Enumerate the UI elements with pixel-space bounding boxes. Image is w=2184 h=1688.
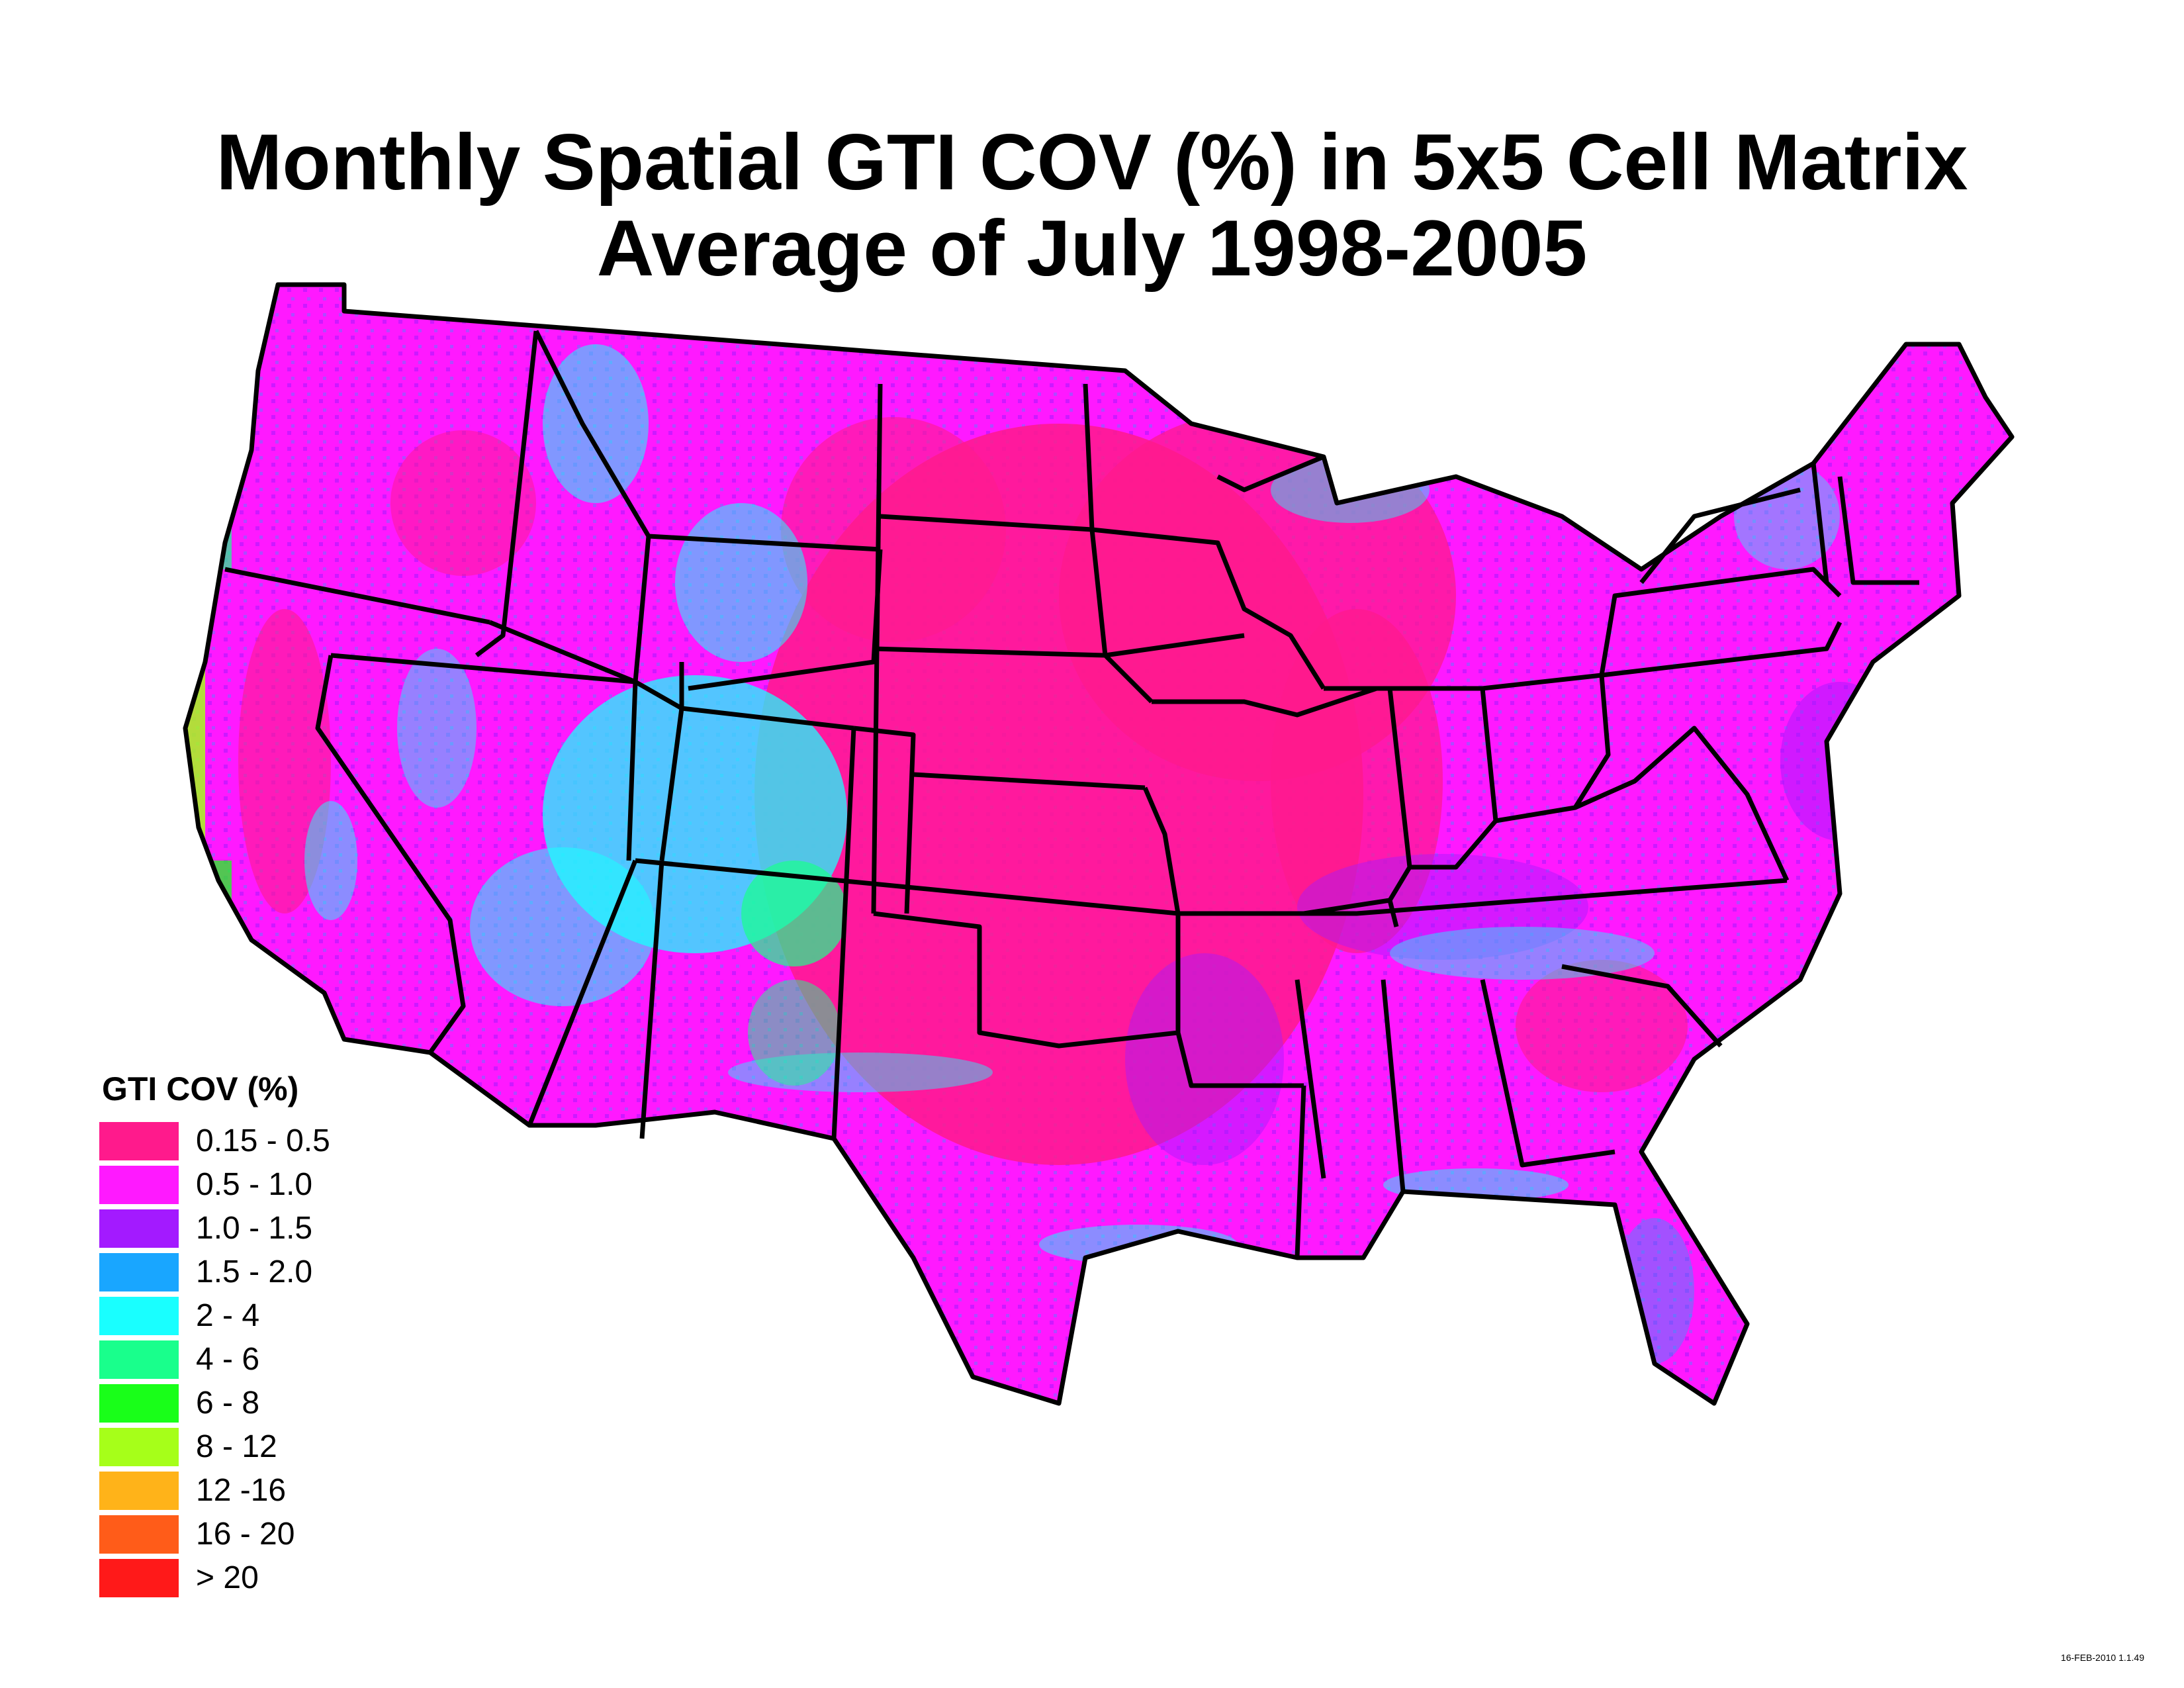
legend-item: 2 - 4 (99, 1294, 330, 1338)
legend-item: 8 - 12 (99, 1425, 330, 1469)
legend-title: GTI COV (%) (102, 1070, 299, 1107)
legend-item: 0.15 - 0.5 (99, 1119, 330, 1163)
legend-swatch (99, 1559, 179, 1597)
map-title-line2: Average of July 1998-2005 (596, 204, 1588, 293)
legend-swatch (99, 1428, 179, 1466)
legend-label: 12 -16 (196, 1473, 287, 1508)
legend-swatch (99, 1472, 179, 1510)
state-boundaries (183, 282, 2015, 1406)
legend-swatch (99, 1384, 179, 1423)
legend-label: 2 - 4 (196, 1298, 260, 1333)
date-stamp: 16-FEB-2010 1.1.49 (2060, 1652, 2144, 1663)
legend-label: > 20 (196, 1560, 259, 1595)
legend-item: 16 - 20 (99, 1513, 330, 1556)
legend-label: 6 - 8 (196, 1385, 260, 1421)
legend-label: 16 - 20 (196, 1517, 295, 1552)
legend-label: 1.0 - 1.5 (196, 1211, 313, 1246)
cov-raster (185, 285, 2012, 1403)
legend-item: 4 - 6 (99, 1338, 330, 1382)
legend-item: 6 - 8 (99, 1382, 330, 1425)
legend-label: 4 - 6 (196, 1342, 260, 1377)
legend-swatch (99, 1253, 179, 1291)
map-title-line1: Monthly Spatial GTI COV (%) in 5x5 Cell … (216, 118, 1968, 207)
legend-item: 1.0 - 1.5 (99, 1207, 330, 1250)
legend-item: 12 -16 (99, 1469, 330, 1513)
legend-swatch (99, 1166, 179, 1204)
legend-label: 0.5 - 1.0 (196, 1167, 313, 1202)
legend-swatch (99, 1209, 179, 1248)
legend-label: 8 - 12 (196, 1429, 277, 1464)
legend-swatch (99, 1297, 179, 1335)
legend-swatch (99, 1340, 179, 1379)
legend-swatch (99, 1515, 179, 1554)
legend-label: 1.5 - 2.0 (196, 1254, 313, 1289)
legend-swatch (99, 1122, 179, 1160)
legend-items: 0.15 - 0.5 0.5 - 1.0 1.0 - 1.5 1.5 - 2.0 2 -… (99, 1119, 330, 1600)
legend: GTI COV (%) 0.15 - 0.5 0.5 - 1.0 1.0 - 1.5… (99, 1069, 330, 1600)
legend-item: 0.5 - 1.0 (99, 1163, 330, 1207)
legend-label: 0.15 - 0.5 (196, 1123, 330, 1158)
legend-item: 1.5 - 2.0 (99, 1250, 330, 1294)
legend-item: > 20 (99, 1556, 330, 1600)
